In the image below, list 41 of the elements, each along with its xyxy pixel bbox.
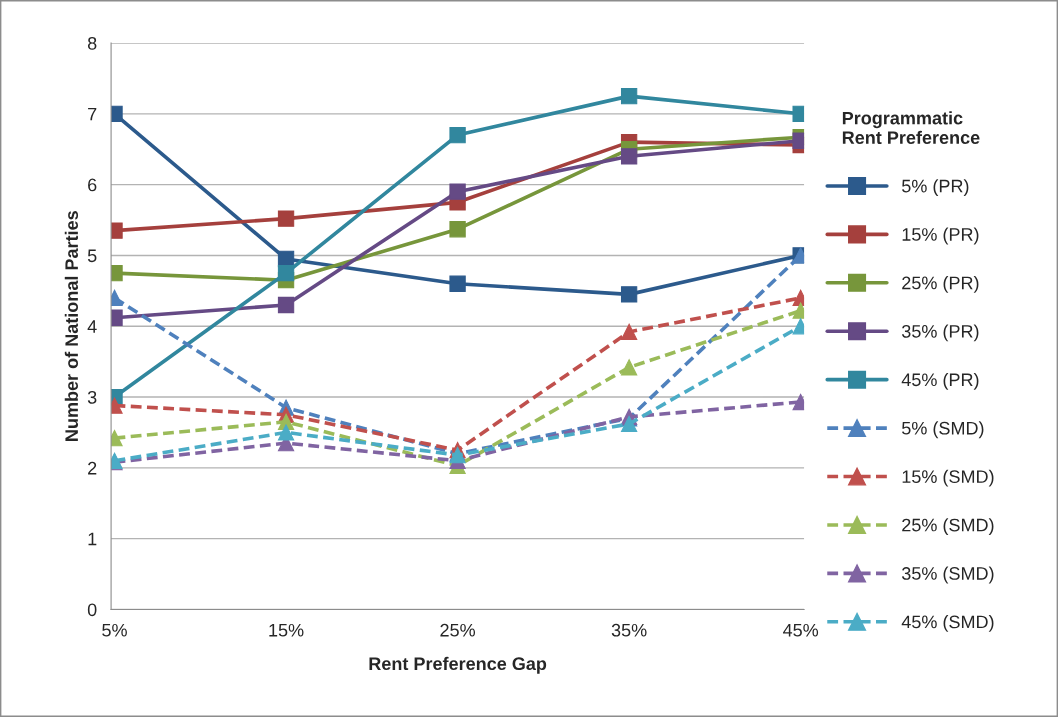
point: [449, 275, 466, 292]
point: [620, 359, 638, 376]
y-tick-label: 7: [88, 107, 97, 121]
x-tick-label: 45%: [783, 623, 819, 637]
legend-label: 15% (PR): [902, 227, 979, 245]
point: [620, 415, 638, 433]
legend-label: 45% (PR): [901, 372, 979, 390]
y-tick-label: 6: [88, 178, 97, 192]
legend-title: Programmatic Rent Preference: [842, 111, 980, 145]
y-axis-title: Number of National Parties: [64, 211, 79, 441]
legend-label: 45% (SMD): [901, 615, 994, 632]
y-tick-label: 8: [87, 36, 97, 50]
legend-label: 25% (PR): [902, 276, 979, 293]
point: [620, 148, 638, 165]
point: [449, 221, 466, 238]
x-axis-title: Rent Preference Gap: [369, 656, 547, 674]
point: [620, 286, 638, 303]
point: [277, 210, 295, 227]
legend-label: 5% (SMD): [902, 421, 984, 439]
point: [449, 126, 466, 144]
point: [277, 264, 295, 282]
point: [277, 296, 295, 314]
legend-label: 5% (PR): [902, 179, 969, 197]
y-tick-label: 0: [87, 603, 97, 617]
y-tick-label: 2: [88, 461, 97, 475]
y-tick-label: 4: [87, 320, 97, 333]
x-tick-label: 25%: [440, 623, 476, 637]
legend-label: 25% (SMD): [902, 518, 994, 536]
legend-label: 15% (SMD): [902, 469, 994, 487]
x-tick-label: 5%: [102, 623, 127, 637]
legend-label: 35% (PR): [901, 324, 979, 342]
x-tick-label: 15%: [269, 623, 304, 637]
point: [449, 183, 466, 200]
x-tick-label: 35%: [611, 623, 647, 637]
y-tick-label: 3: [87, 390, 97, 404]
legend-label: 35% (SMD): [901, 566, 994, 584]
point: [620, 323, 638, 341]
point: [620, 87, 638, 105]
y-tick-label: 1: [88, 532, 97, 546]
y-tick-label: 5: [87, 249, 97, 263]
point: [277, 424, 295, 441]
